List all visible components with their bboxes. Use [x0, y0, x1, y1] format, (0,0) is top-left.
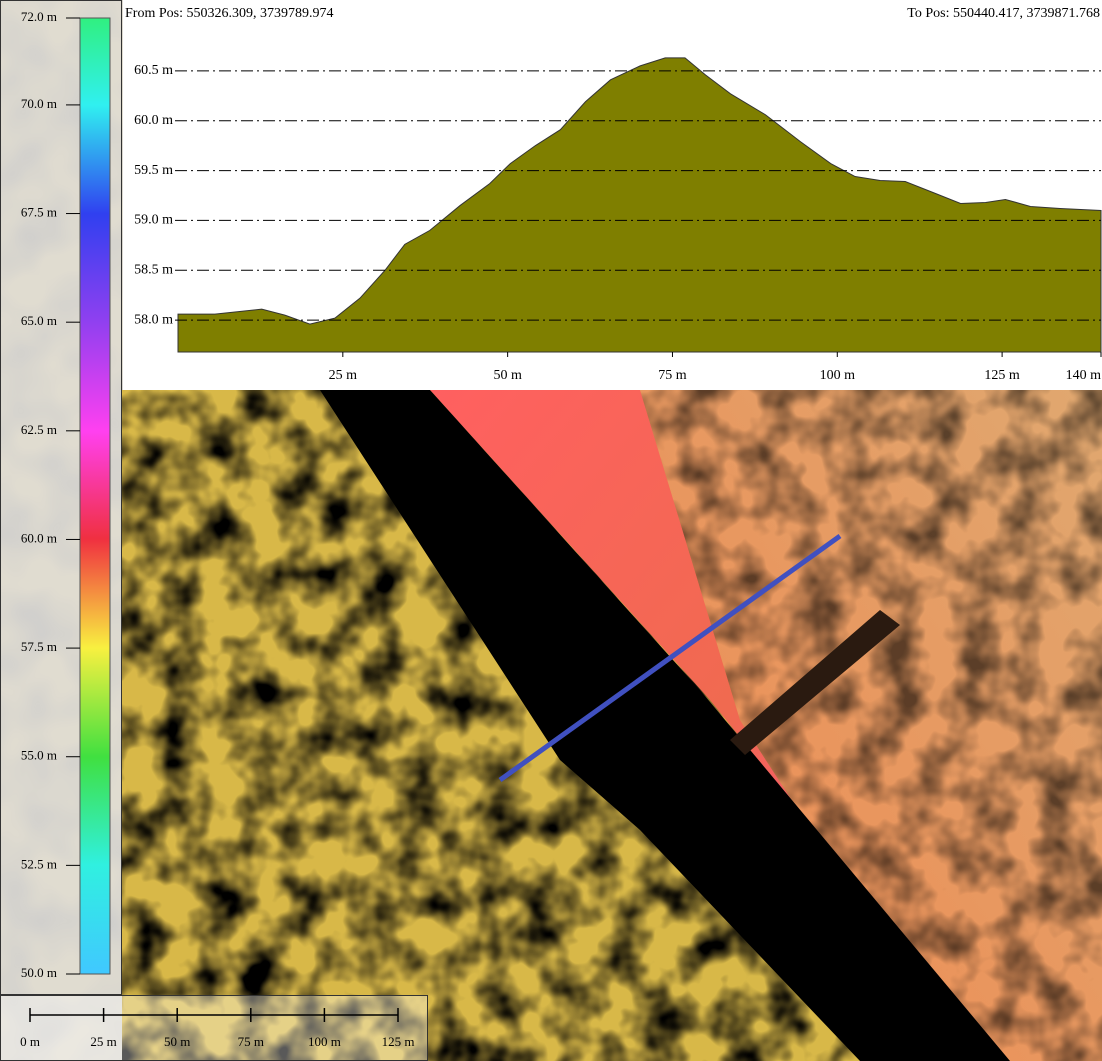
y-tick-label: 60.0 m [134, 113, 173, 128]
legend-label: 55.0 m [21, 748, 57, 763]
legend-label: 60.0 m [21, 530, 57, 545]
scale-label: 125 m [382, 1034, 415, 1049]
x-tick-label: 100 m [820, 368, 856, 383]
color-ramp [79, 17, 111, 975]
x-tick-label: 125 m [984, 368, 1020, 383]
legend-panel [0, 0, 122, 995]
legend-label: 57.5 m [21, 639, 57, 654]
x-tick-label: 25 m [329, 368, 358, 383]
legend-label: 50.0 m [21, 965, 57, 980]
y-tick-label: 58.0 m [134, 312, 173, 327]
legend-label: 65.0 m [21, 313, 57, 328]
scale-label: 100 m [308, 1034, 341, 1049]
legend-label: 72.0 m [21, 9, 57, 24]
scale-label: 0 m [20, 1034, 40, 1049]
x-tick-label: 50 m [493, 368, 522, 383]
x-tick-label: 140 m [1066, 368, 1102, 383]
y-tick-label: 58.5 m [134, 262, 173, 277]
scale-label: 25 m [90, 1034, 116, 1049]
legend-label: 70.0 m [21, 96, 57, 111]
from-pos: From Pos: 550326.309, 3739789.974 [125, 6, 333, 21]
y-tick-label: 59.5 m [134, 163, 173, 178]
profile-area [177, 57, 1102, 353]
scale-label: 50 m [164, 1034, 190, 1049]
y-tick-label: 59.0 m [134, 213, 173, 228]
legend-label: 62.5 m [21, 422, 57, 437]
legend-label: 52.5 m [21, 856, 57, 871]
scale-label: 75 m [238, 1034, 264, 1049]
x-tick-label: 75 m [658, 368, 687, 383]
scale-bar-panel [0, 995, 428, 1061]
legend-label: 67.5 m [21, 205, 57, 220]
to-pos: To Pos: 550440.417, 3739871.768 [907, 6, 1100, 21]
y-tick-label: 60.5 m [134, 63, 173, 78]
